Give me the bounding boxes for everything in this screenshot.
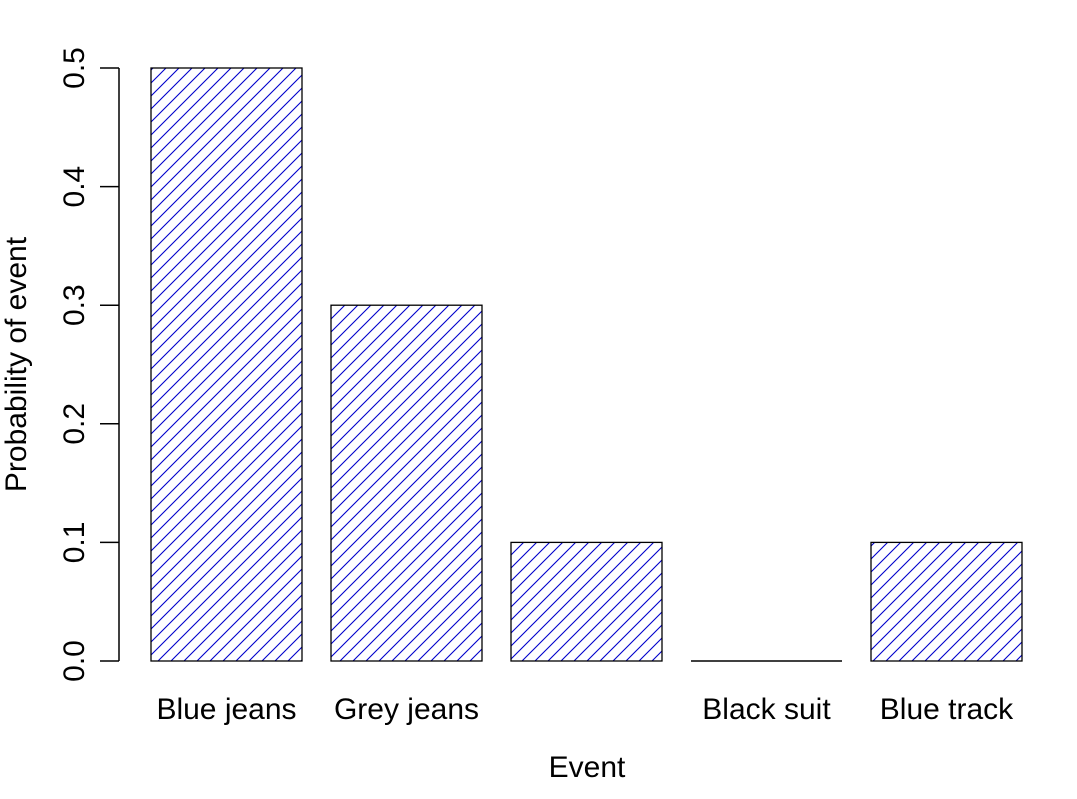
bar (870, 541, 1023, 662)
y-tick-label: 0.3 (58, 284, 91, 326)
y-axis-title: Probability of event (0, 236, 33, 492)
y-tick-label: 0.4 (58, 166, 91, 208)
bar (510, 541, 663, 662)
x-tick-label: Black suit (702, 693, 831, 726)
bar (150, 67, 303, 662)
bar (330, 304, 483, 662)
x-axis-title: Event (549, 751, 626, 784)
y-tick-label: 0.0 (58, 640, 91, 682)
y-axis: 0.0 0.1 0.2 0.3 0.4 0.5 (58, 47, 120, 682)
x-tick-label: Blue jeans (156, 693, 296, 726)
y-tick-label: 0.2 (58, 403, 91, 445)
x-tick-label: Blue track (880, 693, 1014, 726)
y-tick-label: 0.1 (58, 522, 91, 564)
x-tick-label: Grey jeans (334, 693, 479, 726)
bars-layer (150, 67, 1023, 662)
y-tick-label: 0.5 (58, 47, 91, 89)
x-axis-labels: Blue jeans Grey jeans Black suit Blue track (156, 693, 1014, 726)
